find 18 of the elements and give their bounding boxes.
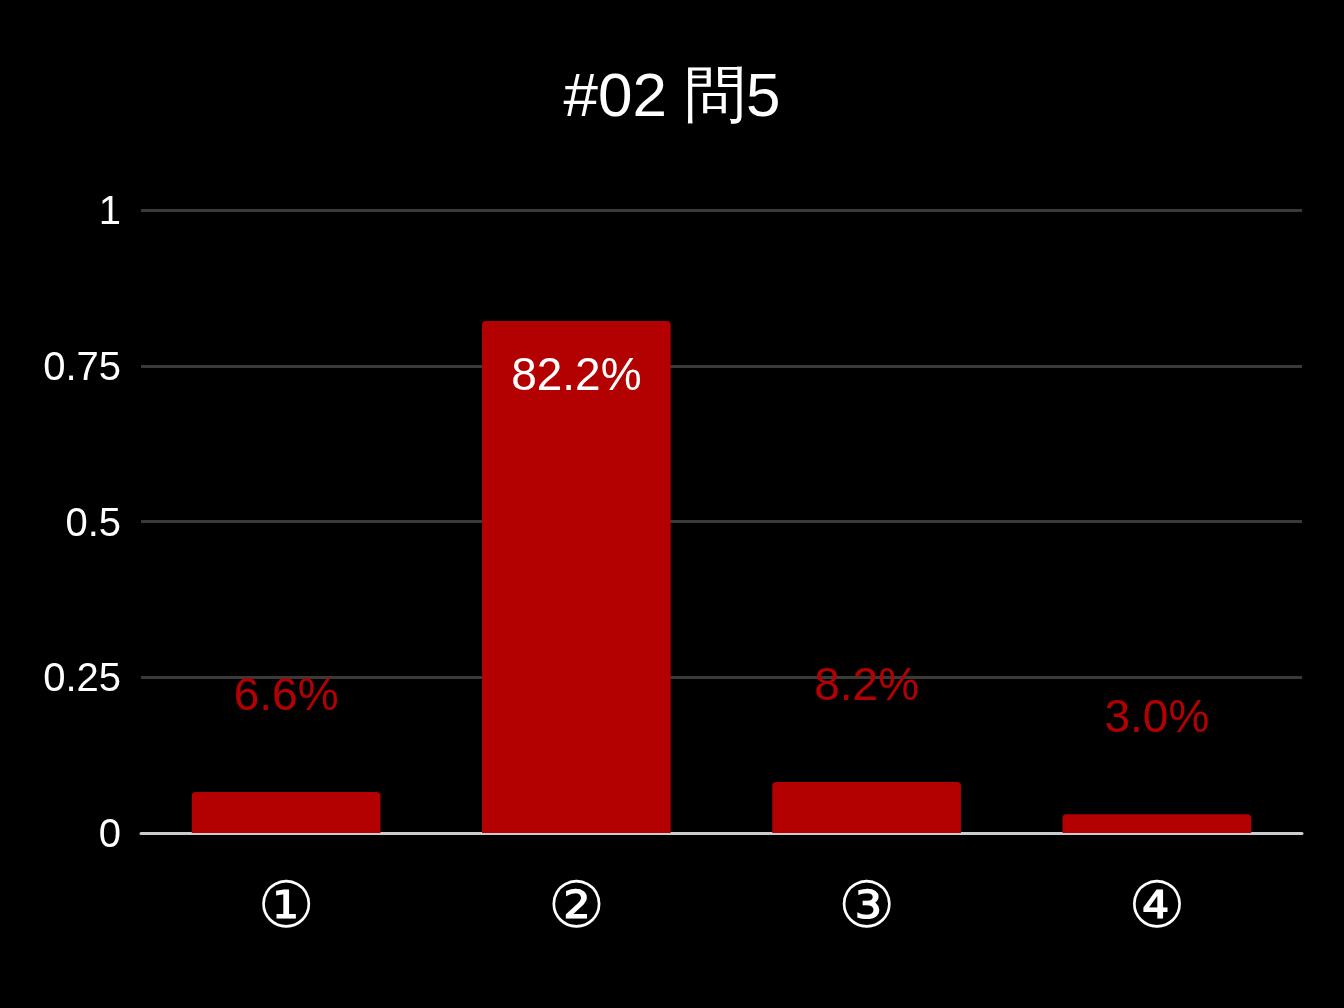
y-tick-label: 1: [98, 188, 121, 232]
y-tick-label: 0.5: [65, 499, 121, 544]
bar: [482, 320, 671, 833]
data-label: 3.0%: [1104, 690, 1210, 743]
data-label: 82.2%: [511, 347, 642, 400]
bar: [1062, 814, 1252, 833]
data-label: 6.6%: [233, 667, 339, 720]
x-tick-label: ③: [837, 869, 896, 941]
y-tick-label: 0: [98, 811, 121, 855]
chart-title: #02 問5: [563, 59, 781, 129]
y-tick-label: 0.25: [43, 655, 121, 700]
data-label: 8.2%: [814, 657, 920, 710]
x-tick-label: ②: [547, 869, 606, 941]
x-tick-label: ①: [257, 869, 315, 941]
bar: [772, 781, 961, 833]
y-tick-label: 0.75: [43, 343, 121, 388]
bar: [191, 791, 381, 833]
x-tick-label: ④: [1128, 869, 1186, 941]
